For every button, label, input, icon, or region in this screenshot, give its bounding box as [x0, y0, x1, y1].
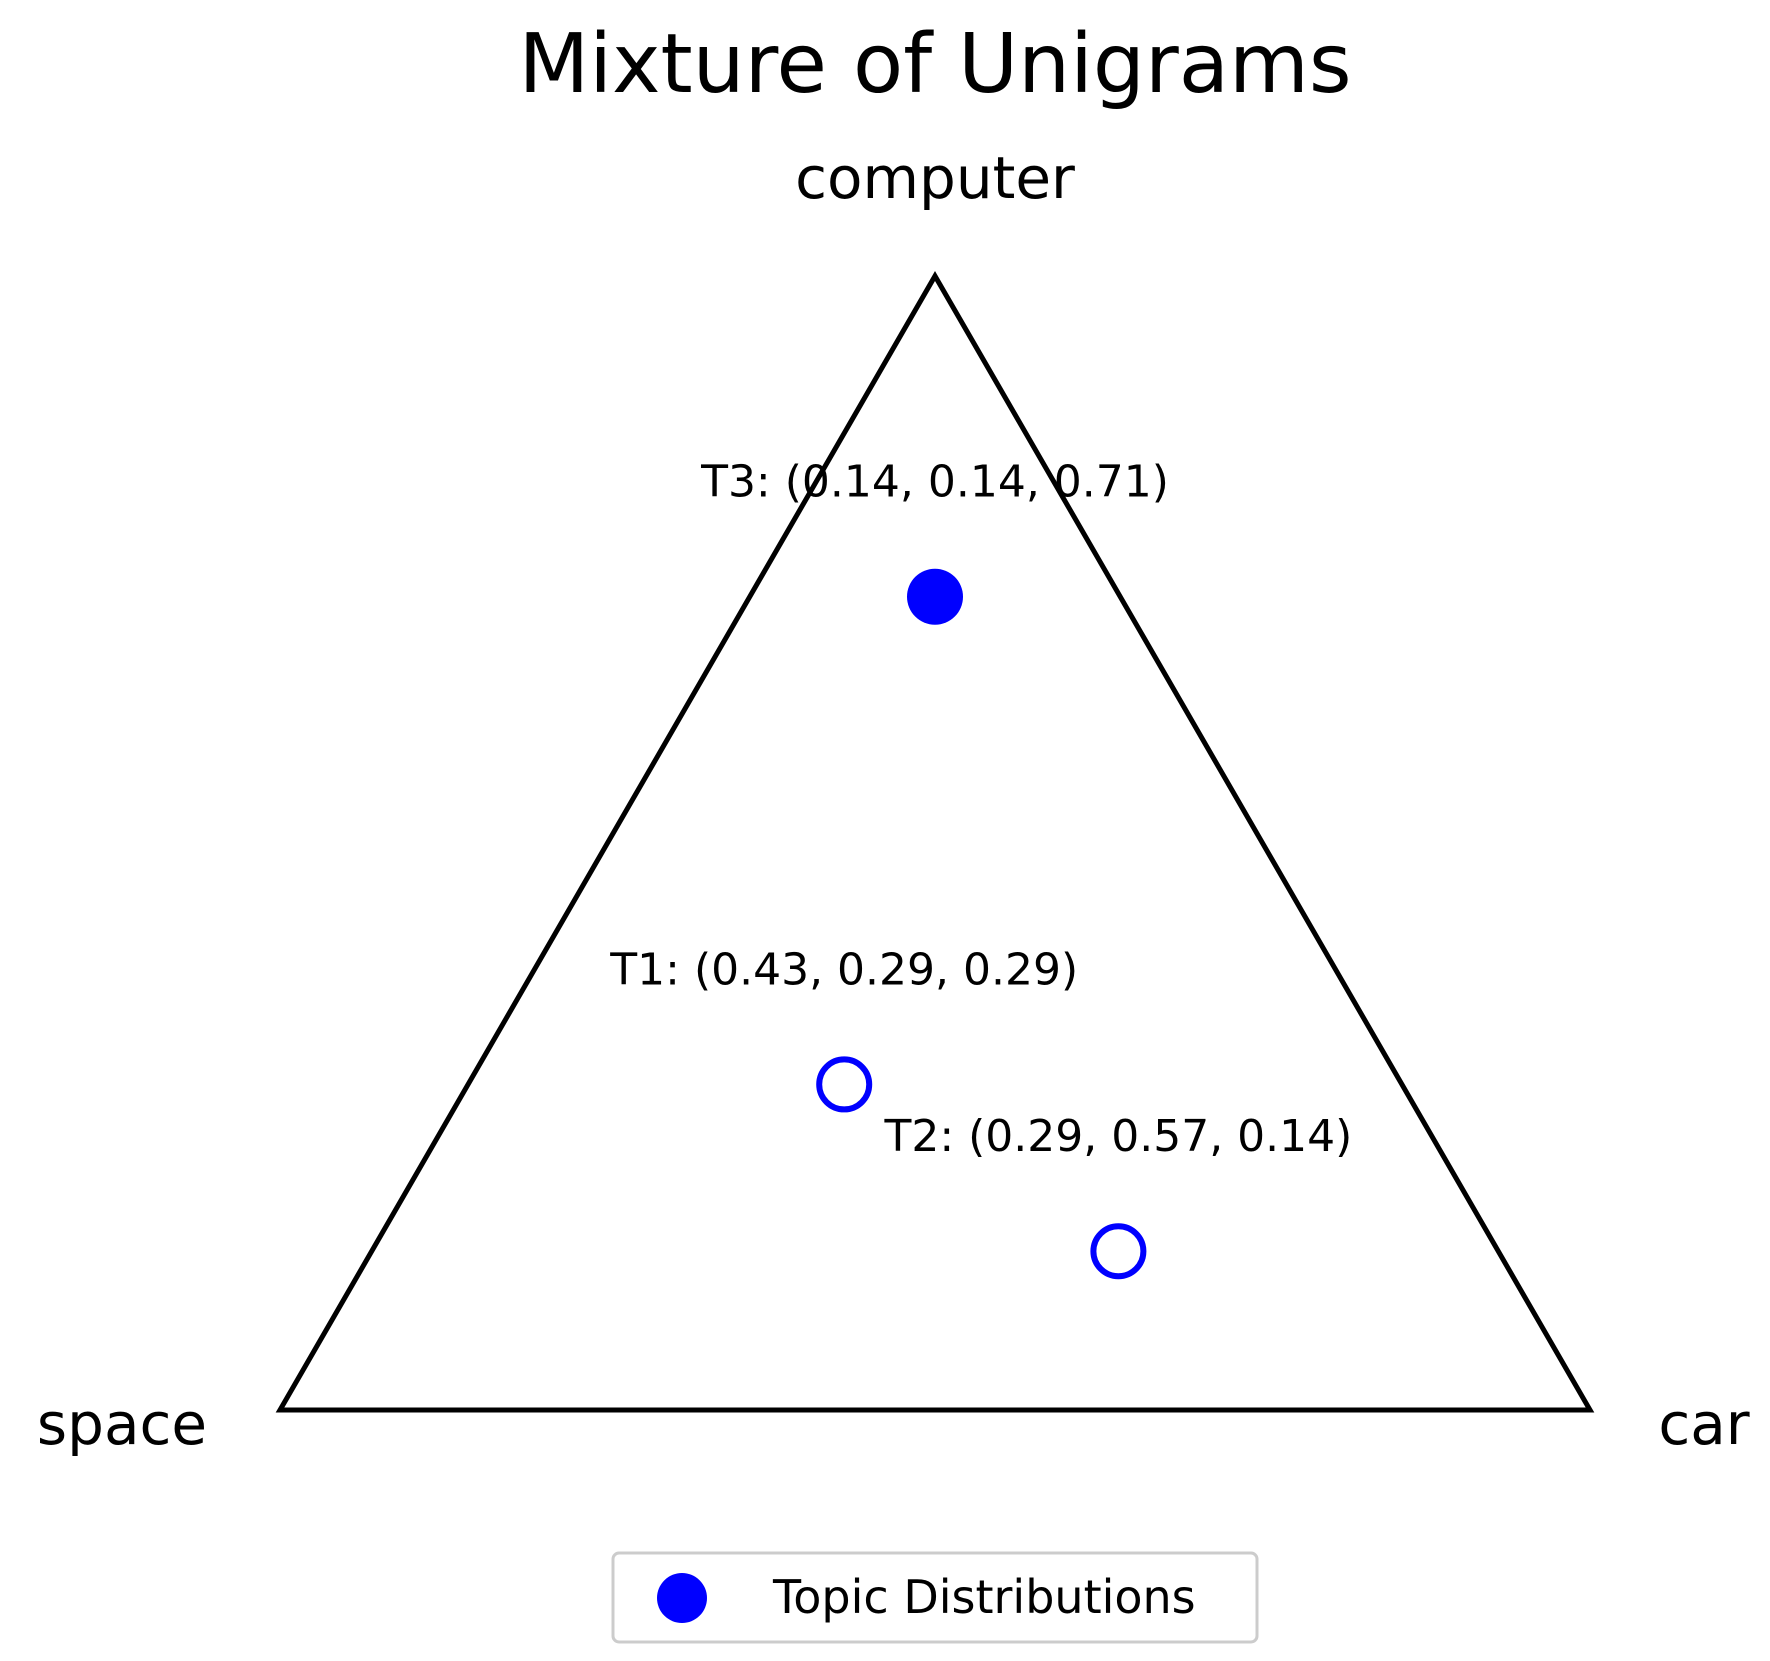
- data-points-layer: T1: (0.43, 0.29, 0.29) T2: (0.29, 0.57, 0…: [609, 457, 1352, 1280]
- vertex-label-computer: computer: [795, 144, 1075, 212]
- chart-title: Mixture of Unigrams: [518, 17, 1351, 112]
- data-point-3: [907, 568, 963, 625]
- data-point-label-2: T2: (0.29, 0.57, 0.14): [883, 1111, 1352, 1162]
- legend-frame: [611, 1551, 1259, 1644]
- data-point-label-1: T1: (0.43, 0.29, 0.29): [609, 944, 1078, 995]
- vertex-label-space: space: [37, 1390, 207, 1458]
- data-point-2: [1090, 1223, 1147, 1280]
- legend-label: Topic Distributions: [772, 1570, 1196, 1624]
- vertex-label-car: car: [1658, 1390, 1749, 1458]
- legend: Topic Distributions: [611, 1551, 1259, 1644]
- legend-marker-dot: [657, 1573, 707, 1623]
- data-point-1: [816, 1056, 873, 1113]
- data-point-label-3: T3: (0.14, 0.14, 0.71): [700, 457, 1169, 508]
- simplex-triangle: [275, 271, 1595, 1413]
